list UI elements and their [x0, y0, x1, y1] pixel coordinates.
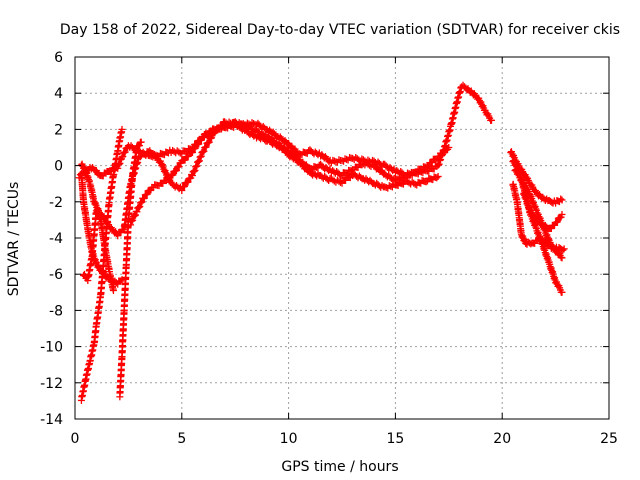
- y-tick-label: -12: [40, 376, 63, 392]
- axis-ticks: [74, 56, 610, 420]
- series-track-c: [127, 118, 442, 229]
- y-tick-label: -8: [49, 303, 63, 319]
- x-axis-label: GPS time / hours: [281, 459, 398, 475]
- y-tick-label: 4: [54, 86, 63, 102]
- x-tick-label: 10: [280, 431, 298, 447]
- series-track-g: [80, 207, 117, 294]
- x-tick-label: 5: [177, 431, 186, 447]
- x-tick-label: 15: [386, 431, 404, 447]
- x-tick-label: 0: [71, 431, 80, 447]
- y-tick-label: 0: [54, 159, 63, 175]
- series-track-k: [509, 180, 568, 254]
- chart-title: Day 158 of 2022, Sidereal Day-to-day VTE…: [60, 22, 620, 38]
- tick-labels: 0 5 10 15 20 25 -14 -12 -10 -8 -6 -4 -2 0 2 4 6: [40, 50, 618, 447]
- x-tick-label: 25: [600, 431, 618, 447]
- series-track-l: [520, 189, 566, 233]
- y-tick-label: -10: [40, 340, 63, 356]
- data-points: [75, 81, 568, 404]
- y-tick-label: -4: [49, 231, 63, 247]
- y-axis-label: SDTVAR / TECUs: [6, 182, 22, 297]
- y-tick-label: 2: [54, 122, 63, 138]
- series-track-f: [116, 138, 145, 401]
- y-tick-label: -14: [40, 412, 63, 428]
- x-tick-label: 20: [493, 431, 511, 447]
- y-tick-label: -2: [49, 195, 63, 211]
- y-tick-label: 6: [54, 50, 63, 66]
- y-tick-label: -6: [49, 267, 63, 283]
